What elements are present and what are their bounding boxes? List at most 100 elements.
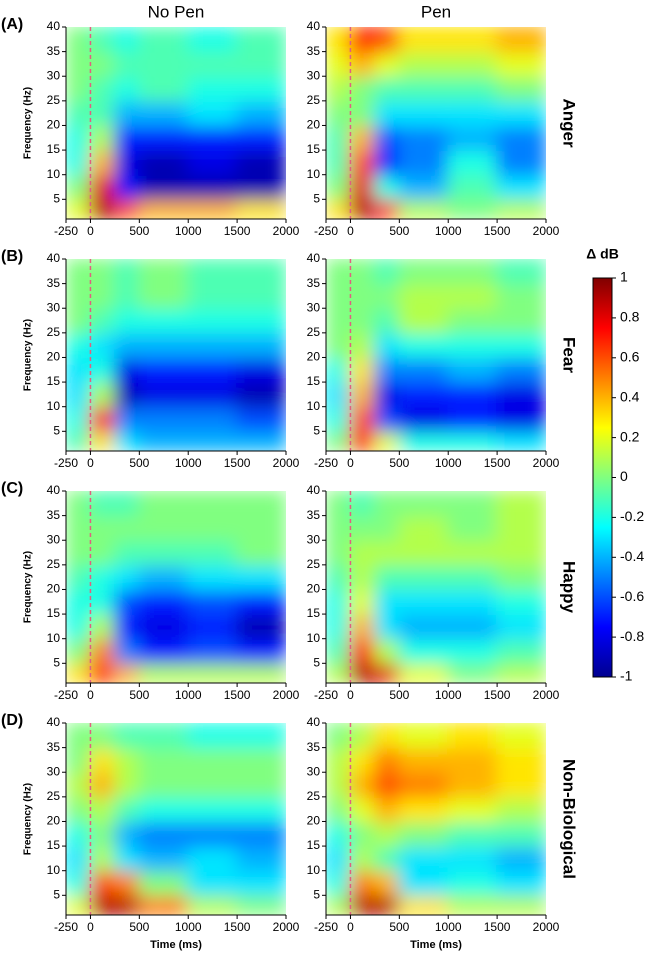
heatmap-cell [398,514,450,542]
heatmap-cell [447,198,499,219]
row-label: Anger [560,98,579,148]
heatmap-cell [349,27,376,53]
heatmap-cell [373,331,401,359]
heatmap-cell [187,356,239,384]
colorbar-tick-label: 0.6 [620,349,640,365]
heatmap-cell [138,27,190,53]
x-tick-label: 1000 [175,456,202,470]
heatmap-cells [66,723,286,915]
heatmap-cell [447,173,499,201]
heatmap-cell [496,746,546,774]
heatmap-cell [236,771,286,798]
y-tick-label: 25 [47,557,61,571]
heatmap-cell [373,662,401,683]
y-axis-label: Frequency (Hz) [23,783,34,855]
heatmap [66,27,286,219]
heatmap-cell [66,613,92,640]
heatmap-cell [89,771,116,798]
heatmap-cell [187,662,239,683]
heatmap-cell [373,588,401,616]
heatmap-cell [496,149,546,176]
heatmap-cell [496,795,546,823]
heatmap-cell [496,198,546,219]
heatmap [66,491,286,683]
x-tick-label: 500 [129,224,149,238]
heatmap-cell [236,27,286,53]
heatmap-cell [66,307,92,334]
x-tick-label: 500 [389,688,409,702]
heatmap-cell [113,723,141,749]
y-tick-label: 20 [307,814,321,828]
y-tick-label: 5 [313,191,320,205]
heatmap-cell [66,50,92,78]
y-tick-label: 10 [307,863,321,877]
heatmap-cell [349,356,376,384]
heatmap-cell [66,795,92,823]
heatmap-cell [138,282,190,310]
heatmap-cell [113,869,141,897]
x-tick-label: 0 [87,456,94,470]
heatmap-cell [236,820,286,848]
y-tick-label: 30 [307,68,321,82]
heatmap-cell [89,514,116,542]
heatmap-cell [447,381,499,408]
heatmap-cell [187,771,239,798]
heatmap-cell [373,613,401,640]
heatmap-cell [236,869,286,897]
y-tick-label: 35 [307,740,321,754]
y-tick-label: 15 [307,374,321,388]
heatmap-cell [349,820,376,848]
heatmap-cell [89,198,116,219]
heatmap-cell [89,563,116,591]
heatmap-cell [447,539,499,566]
heatmap-cell [89,539,116,566]
heatmap-cell [349,539,376,566]
heatmap-cell [66,282,92,310]
y-tick-label: 25 [307,93,321,107]
heatmap-cell [66,869,92,897]
heatmap-cell [66,746,92,774]
heatmap-cell [326,894,352,915]
x-tick-label: -250 [314,920,338,934]
heatmap-cell [326,613,352,640]
heatmap-cell [349,381,376,408]
heatmap-cell [89,430,116,451]
heatmap-cell [398,356,450,384]
heatmap-cell [236,588,286,616]
heatmap-cell [326,845,352,872]
heatmap-cell [113,356,141,384]
x-tick-label: -250 [54,688,78,702]
heatmap-cell [138,613,190,640]
y-tick-label: 20 [47,814,61,828]
y-tick-label: 5 [313,423,320,437]
heatmap-cell [89,99,116,127]
heatmap-cell [398,491,450,517]
heatmap-cell [66,99,92,127]
heatmap-cell [326,27,352,53]
heatmap-cell [373,746,401,774]
y-tick-label: 25 [307,557,321,571]
row-label: Happy [560,561,579,614]
y-tick-label: 15 [307,838,321,852]
heatmap-cell [398,331,450,359]
y-tick-label: 30 [307,764,321,778]
heatmap-cell [113,27,141,53]
heatmap-cell [113,307,141,334]
heatmap-cell [138,198,190,219]
y-tick-label: 40 [307,715,321,729]
x-tick-label: 0 [347,688,354,702]
heatmap-cell [349,795,376,823]
heatmap-cell [447,771,499,798]
heatmap-cell [496,539,546,566]
heatmap-cell [326,405,352,433]
heatmap-cell [326,198,352,219]
heatmap-cell [496,99,546,127]
x-tick-label: 2000 [273,688,300,702]
y-tick-label: 15 [47,374,61,388]
heatmap-cell [447,50,499,78]
heatmap-cell [113,50,141,78]
y-tick-label: 15 [47,838,61,852]
heatmap-cell [187,331,239,359]
heatmap-cell [373,514,401,542]
heatmap-cell [398,723,450,749]
